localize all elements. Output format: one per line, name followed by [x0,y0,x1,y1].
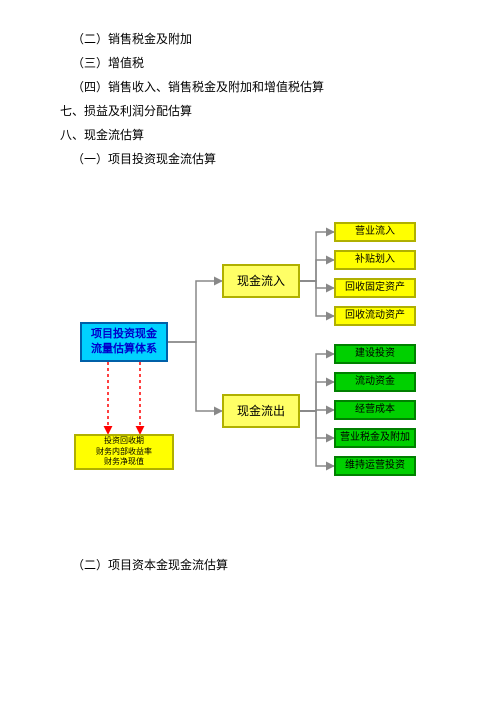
node-outflow: 经营成本 [334,400,416,420]
outline-item: （一）项目投资现金流估算 [72,150,216,167]
node-outflow: 维持运营投资 [334,456,416,476]
outline-item: （三）增值税 [72,54,144,71]
outline-item: （二）项目资本金现金流估算 [72,556,228,573]
node-root: 项目投资现金 流量估算体系 [80,322,168,362]
outline-item: （二）销售税金及附加 [72,30,192,47]
outline-item: （四）销售收入、销售税金及附加和增值税估算 [72,78,324,95]
node-mid-inflow: 现金流入 [222,264,300,298]
node-inflow: 回收流动资产 [334,306,416,326]
node-inflow: 回收固定资产 [334,278,416,298]
node-inflow: 补贴划入 [334,250,416,270]
node-outflow: 流动资金 [334,372,416,392]
outline-item: 八、现金流估算 [60,126,144,143]
node-mid-outflow: 现金流出 [222,394,300,428]
node-outflow: 营业税金及附加 [334,428,416,448]
node-inflow: 营业流入 [334,222,416,242]
node-bottom-metrics: 投资回收期 财务内部收益率 财务净现值 [74,434,174,470]
node-outflow: 建设投资 [334,344,416,364]
outline-item: 七、损益及利润分配估算 [60,102,192,119]
